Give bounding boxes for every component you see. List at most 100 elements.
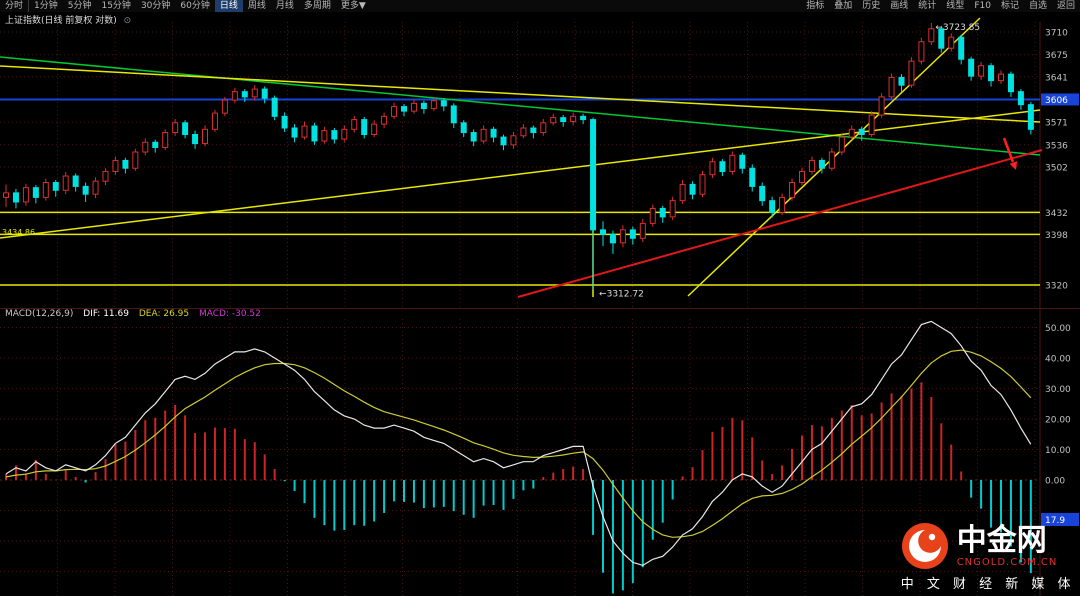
toolbar-action-5[interactable]: 线型: [946, 1, 965, 11]
candle-body: [848, 128, 855, 138]
price-axis-label: 3710: [1045, 29, 1068, 39]
candle-body: [132, 151, 139, 169]
candle-body: [530, 127, 537, 134]
price-axis-label: 3432: [1045, 209, 1068, 219]
collapse-icon[interactable]: ⊙: [123, 16, 132, 26]
toolbar-action-2[interactable]: 历史: [862, 1, 881, 11]
candle-body: [52, 181, 59, 191]
timeframe-tab-3[interactable]: 15分钟: [101, 1, 131, 11]
toolbar-action-6[interactable]: F10: [974, 1, 991, 11]
candle-body: [450, 105, 457, 124]
candle-body: [361, 119, 368, 135]
timeframe-tab-2[interactable]: 5分钟: [67, 1, 92, 11]
candle-body: [321, 130, 328, 142]
candle-body: [231, 91, 238, 101]
yellow-descending-trendline[interactable]: [0, 65, 1041, 123]
price-axis-label: 3606: [1045, 96, 1068, 106]
candle-body: [500, 136, 507, 146]
green-descending-trendline[interactable]: [0, 56, 1041, 156]
candle-body: [779, 196, 786, 213]
candle-body: [62, 175, 69, 191]
candle-body: [381, 115, 388, 125]
candle-body: [908, 60, 915, 86]
macd-axis-label: 20.00: [1045, 416, 1071, 426]
candle-body: [510, 135, 517, 146]
candle-body: [978, 65, 985, 77]
candle-body: [162, 132, 169, 148]
candle-body: [629, 229, 636, 239]
macd-axis-label: 30.00: [1045, 385, 1071, 395]
toolbar-action-0[interactable]: 指标: [806, 1, 825, 11]
toolbar-action-3[interactable]: 画线: [890, 1, 909, 11]
candle-body: [142, 141, 149, 153]
candle-body: [211, 112, 218, 130]
price-axis-label: 3571: [1045, 119, 1068, 129]
toolbar-action-8[interactable]: 自选: [1028, 1, 1047, 11]
candle-body: [281, 115, 288, 129]
candle-body: [649, 207, 656, 224]
candle-body: [122, 159, 129, 169]
candle-body: [838, 136, 845, 153]
candle-body: [749, 167, 756, 187]
candle-body: [669, 200, 676, 218]
candle-body: [480, 128, 487, 142]
low-price-annotation: ←3312.72: [599, 290, 644, 300]
red-down-arrow-head[interactable]: [1009, 161, 1018, 170]
candle-body: [391, 106, 398, 117]
timeframe-tab-5[interactable]: 60分钟: [180, 1, 210, 11]
yellow-ascending-trendline[interactable]: [0, 109, 1041, 239]
candle-body: [82, 185, 89, 195]
candle-body: [430, 100, 437, 110]
red-ascending-trendline[interactable]: [517, 149, 1043, 298]
macd-label-row: MACD(12,26,9) DIF: 11.69 DEA: 26.95 MACD…: [5, 309, 261, 319]
candle-body: [410, 102, 417, 112]
candle-body: [401, 106, 407, 112]
macd-params-label: MACD(12,26,9): [5, 309, 74, 319]
timeframe-tab-6[interactable]: 日线: [214, 0, 243, 12]
timeframe-tab-10[interactable]: 更多▼: [340, 1, 366, 11]
candle-body: [1007, 73, 1014, 93]
candle-body: [102, 170, 109, 182]
cngold-logo-icon: [901, 523, 948, 569]
candle-body: [221, 99, 228, 114]
candle-body: [22, 187, 29, 203]
candle-body: [600, 229, 606, 235]
candle-body: [3, 192, 9, 198]
timeframe-tab-7[interactable]: 周线: [247, 1, 266, 11]
candle-body: [968, 58, 975, 77]
candle-body: [888, 76, 895, 98]
candle-body: [868, 114, 875, 135]
candle-body: [540, 122, 547, 134]
candle-body: [789, 181, 796, 198]
candle-body: [938, 28, 945, 49]
candle-body: [639, 222, 646, 239]
timeframe-tab-1[interactable]: 1分钟: [34, 1, 58, 11]
macd-marker-tag: [1041, 513, 1079, 526]
toolbar-action-4[interactable]: 统计: [918, 1, 937, 11]
candle-body: [291, 127, 298, 138]
logo-tagline: 中 文 财 经 新 媒 体: [900, 577, 1075, 592]
dif-line: [5, 320, 1032, 567]
macd-axis-label: 50.00: [1045, 324, 1071, 334]
timeframe-tab-0[interactable]: 分时: [0, 0, 30, 12]
candle-body: [42, 181, 49, 198]
red-down-arrow[interactable]: [1002, 137, 1015, 163]
candle-body: [988, 65, 995, 82]
candle-body: [490, 128, 497, 138]
toolbar-action-7[interactable]: 标记: [1000, 1, 1019, 11]
candle-body: [331, 130, 338, 140]
toolbar-action-9[interactable]: 返回: [1056, 1, 1075, 11]
timeframe-tab-9[interactable]: 多周期: [303, 1, 331, 11]
toolbar-action-1[interactable]: 叠加: [834, 1, 853, 11]
candle-body: [182, 122, 189, 135]
candle-body: [12, 192, 19, 203]
candle-body: [759, 185, 766, 202]
timeframe-tab-4[interactable]: 30分钟: [140, 1, 171, 11]
candle-body: [918, 41, 925, 62]
cngold-logo-row: 中金网 CNGOLD.COM.CN: [901, 522, 1075, 570]
macd-axis-label: 40.00: [1045, 355, 1071, 365]
timeframe-tab-8[interactable]: 月线: [275, 1, 294, 11]
candle-body: [241, 91, 248, 98]
candle-body: [341, 128, 348, 140]
